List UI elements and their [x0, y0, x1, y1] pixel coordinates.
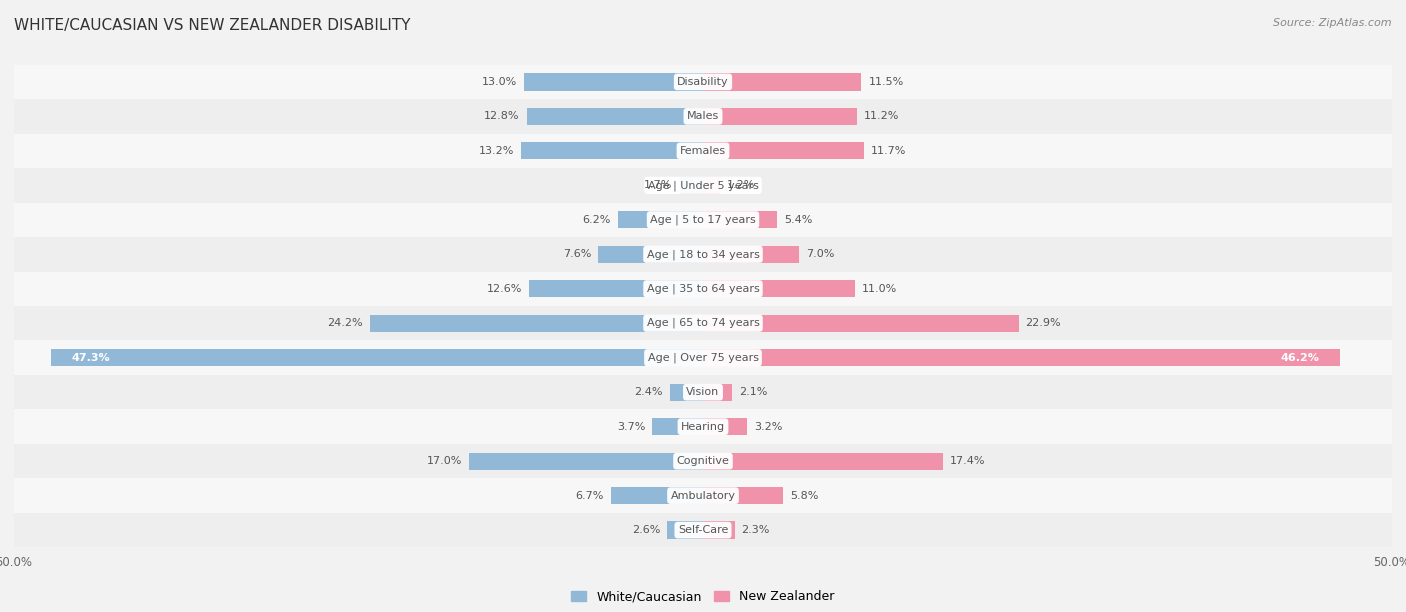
Text: Age | Under 5 years: Age | Under 5 years	[648, 180, 758, 190]
Text: Source: ZipAtlas.com: Source: ZipAtlas.com	[1274, 18, 1392, 28]
Text: Age | 18 to 34 years: Age | 18 to 34 years	[647, 249, 759, 259]
Text: Ambulatory: Ambulatory	[671, 491, 735, 501]
Text: Hearing: Hearing	[681, 422, 725, 431]
Bar	[703, 280, 855, 297]
Bar	[14, 65, 1392, 99]
Bar	[703, 384, 733, 401]
Bar	[679, 177, 703, 194]
Bar	[14, 237, 1392, 272]
Text: 12.6%: 12.6%	[486, 284, 523, 294]
Text: 3.7%: 3.7%	[617, 422, 645, 431]
Text: Age | 35 to 64 years: Age | 35 to 64 years	[647, 283, 759, 294]
Bar	[14, 133, 1392, 168]
Bar	[703, 245, 800, 263]
Text: 5.4%: 5.4%	[785, 215, 813, 225]
Bar	[14, 340, 1392, 375]
Text: 5.8%: 5.8%	[790, 491, 818, 501]
Text: 17.0%: 17.0%	[426, 456, 461, 466]
Text: 12.8%: 12.8%	[484, 111, 520, 121]
Bar	[703, 418, 747, 435]
Bar	[599, 245, 703, 263]
Bar	[703, 108, 858, 125]
Text: 2.4%: 2.4%	[634, 387, 664, 397]
Bar	[14, 168, 1392, 203]
Bar	[14, 306, 1392, 340]
Bar	[51, 349, 703, 367]
Bar	[524, 73, 703, 91]
Bar	[468, 452, 703, 470]
Bar	[703, 349, 1340, 367]
Bar	[703, 142, 865, 160]
Bar	[14, 99, 1392, 133]
Text: 11.7%: 11.7%	[872, 146, 907, 156]
Text: Age | 5 to 17 years: Age | 5 to 17 years	[650, 215, 756, 225]
Text: 2.6%: 2.6%	[631, 525, 661, 535]
Text: 47.3%: 47.3%	[72, 353, 111, 363]
Bar	[530, 280, 703, 297]
Legend: White/Caucasian, New Zealander: White/Caucasian, New Zealander	[567, 585, 839, 608]
Text: Age | 65 to 74 years: Age | 65 to 74 years	[647, 318, 759, 329]
Text: 24.2%: 24.2%	[328, 318, 363, 328]
Bar	[669, 384, 703, 401]
Text: 13.0%: 13.0%	[482, 77, 517, 87]
Text: WHITE/CAUCASIAN VS NEW ZEALANDER DISABILITY: WHITE/CAUCASIAN VS NEW ZEALANDER DISABIL…	[14, 18, 411, 34]
Bar	[703, 487, 783, 504]
Text: 7.0%: 7.0%	[807, 249, 835, 259]
Bar	[703, 177, 720, 194]
Text: 11.0%: 11.0%	[862, 284, 897, 294]
Bar	[703, 73, 862, 91]
Text: Age | Over 75 years: Age | Over 75 years	[648, 353, 758, 363]
Text: 1.2%: 1.2%	[727, 181, 755, 190]
Text: 7.6%: 7.6%	[562, 249, 592, 259]
Text: Cognitive: Cognitive	[676, 456, 730, 466]
Text: 3.2%: 3.2%	[754, 422, 782, 431]
Bar	[14, 375, 1392, 409]
Text: 6.2%: 6.2%	[582, 215, 610, 225]
Text: 17.4%: 17.4%	[949, 456, 986, 466]
Text: Males: Males	[688, 111, 718, 121]
Text: 1.7%: 1.7%	[644, 181, 672, 190]
Bar	[14, 513, 1392, 547]
Bar	[703, 211, 778, 228]
Bar	[522, 142, 703, 160]
Bar	[527, 108, 703, 125]
Text: Self-Care: Self-Care	[678, 525, 728, 535]
Bar	[703, 521, 735, 539]
Bar	[652, 418, 703, 435]
Text: 2.3%: 2.3%	[741, 525, 770, 535]
Text: 46.2%: 46.2%	[1279, 353, 1319, 363]
Bar	[617, 211, 703, 228]
Text: 2.1%: 2.1%	[738, 387, 768, 397]
Bar	[14, 444, 1392, 479]
Text: 11.2%: 11.2%	[865, 111, 900, 121]
Bar	[668, 521, 703, 539]
Text: 11.5%: 11.5%	[869, 77, 904, 87]
Bar	[610, 487, 703, 504]
Text: 22.9%: 22.9%	[1025, 318, 1062, 328]
Bar	[370, 315, 703, 332]
Text: 13.2%: 13.2%	[479, 146, 515, 156]
Text: Females: Females	[681, 146, 725, 156]
Bar	[14, 409, 1392, 444]
Text: Disability: Disability	[678, 77, 728, 87]
Text: Vision: Vision	[686, 387, 720, 397]
Bar	[14, 203, 1392, 237]
Bar	[14, 272, 1392, 306]
Bar	[703, 452, 943, 470]
Bar	[703, 315, 1018, 332]
Bar	[14, 479, 1392, 513]
Text: 6.7%: 6.7%	[575, 491, 603, 501]
